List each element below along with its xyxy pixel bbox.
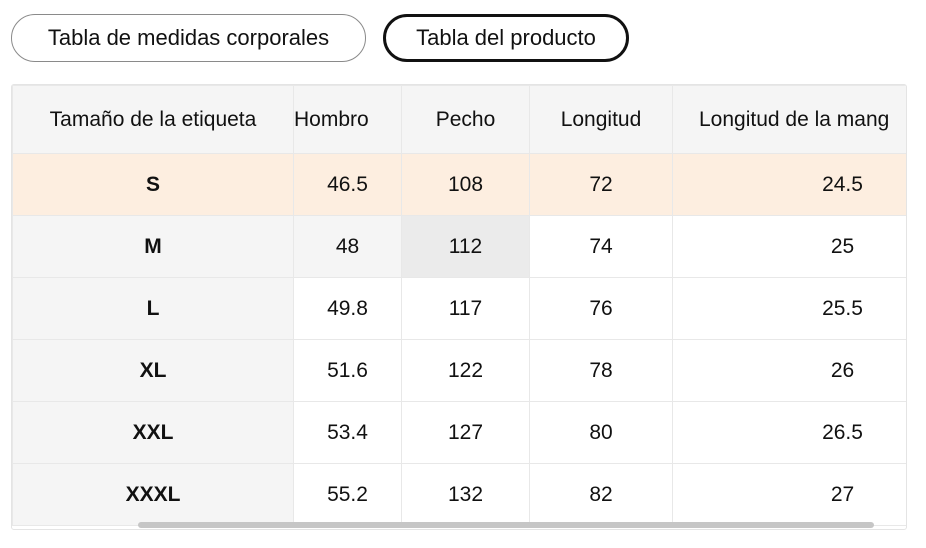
- table-row: XXXL 55.2 132 82 27: [12, 463, 906, 526]
- header-chest: Pecho: [401, 85, 530, 154]
- chest-cell: 112: [401, 215, 530, 278]
- horizontal-scrollbar[interactable]: [12, 521, 906, 529]
- table-row: XL 51.6 122 78 26: [12, 339, 906, 402]
- size-table-container[interactable]: Tamaño de la etiqueta Hombro Pecho Longi…: [11, 84, 907, 530]
- table-row: S 46.5 108 72 24.5: [12, 153, 906, 216]
- sleeve-length-cell: 25: [672, 215, 906, 278]
- table-header-row: Tamaño de la etiqueta Hombro Pecho Longi…: [12, 85, 906, 154]
- size-chart-tabs: Tabla de medidas corporales Tabla del pr…: [11, 14, 629, 62]
- sleeve-length-cell: 26.5: [672, 401, 906, 464]
- sleeve-length-cell: 24.5: [672, 153, 906, 216]
- header-shoulder: Hombro: [293, 85, 402, 154]
- shoulder-cell: 48: [293, 215, 402, 278]
- tab-product[interactable]: Tabla del producto: [383, 14, 629, 62]
- size-cell: XL: [12, 339, 294, 402]
- header-sleeve-length: Longitud de la mang: [672, 85, 906, 154]
- header-label-size: Tamaño de la etiqueta: [12, 85, 294, 154]
- size-cell: L: [12, 277, 294, 340]
- shoulder-cell: 55.2: [293, 463, 402, 526]
- size-table: Tamaño de la etiqueta Hombro Pecho Longi…: [12, 85, 906, 526]
- sleeve-length-cell: 26: [672, 339, 906, 402]
- table-row: XXL 53.4 127 80 26.5: [12, 401, 906, 464]
- shoulder-cell: 51.6: [293, 339, 402, 402]
- tab-body-measurements[interactable]: Tabla de medidas corporales: [11, 14, 366, 62]
- size-cell: XXL: [12, 401, 294, 464]
- scrollbar-thumb[interactable]: [138, 522, 874, 528]
- sleeve-length-cell: 27: [672, 463, 906, 526]
- sleeve-length-cell: 25.5: [672, 277, 906, 340]
- size-cell: XXXL: [12, 463, 294, 526]
- length-cell: 78: [529, 339, 673, 402]
- size-cell: M: [12, 215, 294, 278]
- length-cell: 80: [529, 401, 673, 464]
- shoulder-cell: 53.4: [293, 401, 402, 464]
- header-length: Longitud: [529, 85, 673, 154]
- length-cell: 72: [529, 153, 673, 216]
- shoulder-cell: 49.8: [293, 277, 402, 340]
- length-cell: 82: [529, 463, 673, 526]
- length-cell: 74: [529, 215, 673, 278]
- chest-cell: 132: [401, 463, 530, 526]
- size-cell: S: [12, 153, 294, 216]
- chest-cell: 108: [401, 153, 530, 216]
- table-row: L 49.8 117 76 25.5: [12, 277, 906, 340]
- chest-cell: 127: [401, 401, 530, 464]
- table-row: M 48 112 74 25: [12, 215, 906, 278]
- chest-cell: 122: [401, 339, 530, 402]
- length-cell: 76: [529, 277, 673, 340]
- shoulder-cell: 46.5: [293, 153, 402, 216]
- chest-cell: 117: [401, 277, 530, 340]
